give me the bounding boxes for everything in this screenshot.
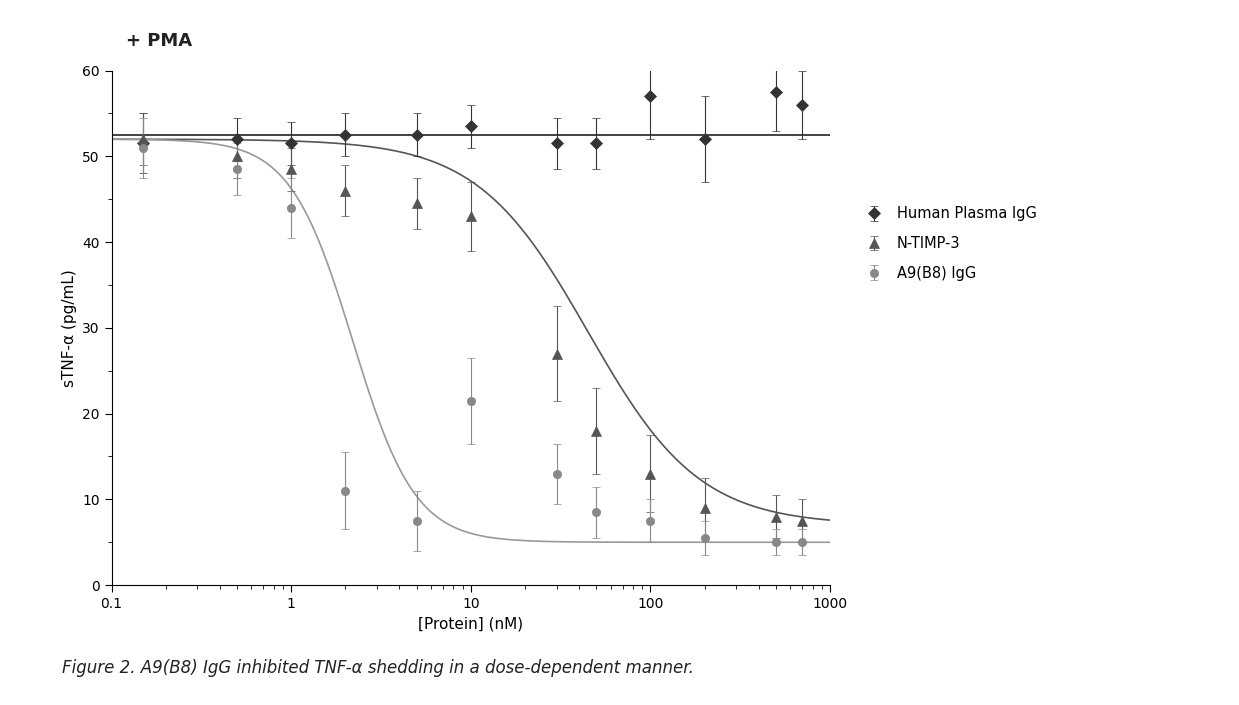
Legend: Human Plasma IgG, N-TIMP-3, A9(B8) IgG: Human Plasma IgG, N-TIMP-3, A9(B8) IgG (859, 207, 1037, 281)
X-axis label: [Protein] (nM): [Protein] (nM) (419, 616, 523, 632)
Text: Figure 2. A9(B8) IgG inhibited TNF-α shedding in a dose-dependent manner.: Figure 2. A9(B8) IgG inhibited TNF-α she… (62, 658, 694, 677)
Text: + PMA: + PMA (126, 32, 192, 50)
Y-axis label: sTNF-α (pg/mL): sTNF-α (pg/mL) (62, 269, 77, 387)
